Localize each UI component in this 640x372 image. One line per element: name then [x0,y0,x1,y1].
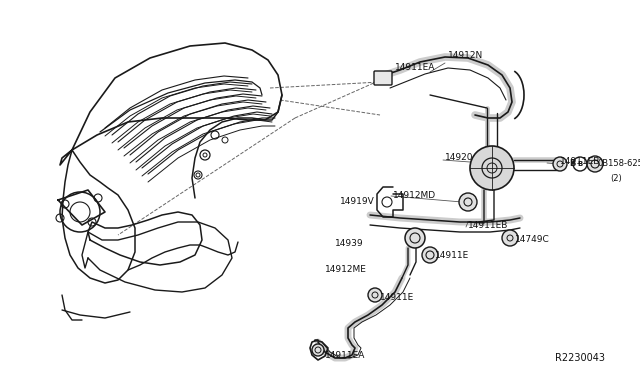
Text: B: B [577,161,582,167]
Text: 14749C: 14749C [515,235,550,244]
Text: 14920: 14920 [445,154,474,163]
Text: B: B [569,158,575,167]
Text: 14911EA: 14911EA [325,350,365,359]
Text: 14911E: 14911E [435,250,469,260]
Circle shape [422,247,438,263]
Text: R2230043: R2230043 [555,353,605,363]
Circle shape [459,193,477,211]
Text: 14911EA: 14911EA [395,62,435,71]
Text: 14911EB: 14911EB [560,157,600,167]
Text: 14911EB: 14911EB [468,221,508,230]
Circle shape [470,146,514,190]
FancyBboxPatch shape [374,71,392,85]
Text: 14919V: 14919V [340,198,375,206]
Text: 14911E: 14911E [380,294,414,302]
Circle shape [502,230,518,246]
Text: (2): (2) [610,173,621,183]
Text: 14912MD: 14912MD [393,190,436,199]
Circle shape [312,344,324,356]
Text: 14912N: 14912N [448,51,483,60]
Circle shape [587,156,603,172]
Circle shape [368,288,382,302]
Circle shape [405,228,425,248]
Text: 14912ME: 14912ME [325,266,367,275]
Text: 0B158-6252F: 0B158-6252F [598,160,640,169]
Circle shape [553,157,567,171]
Text: 14939: 14939 [335,238,364,247]
